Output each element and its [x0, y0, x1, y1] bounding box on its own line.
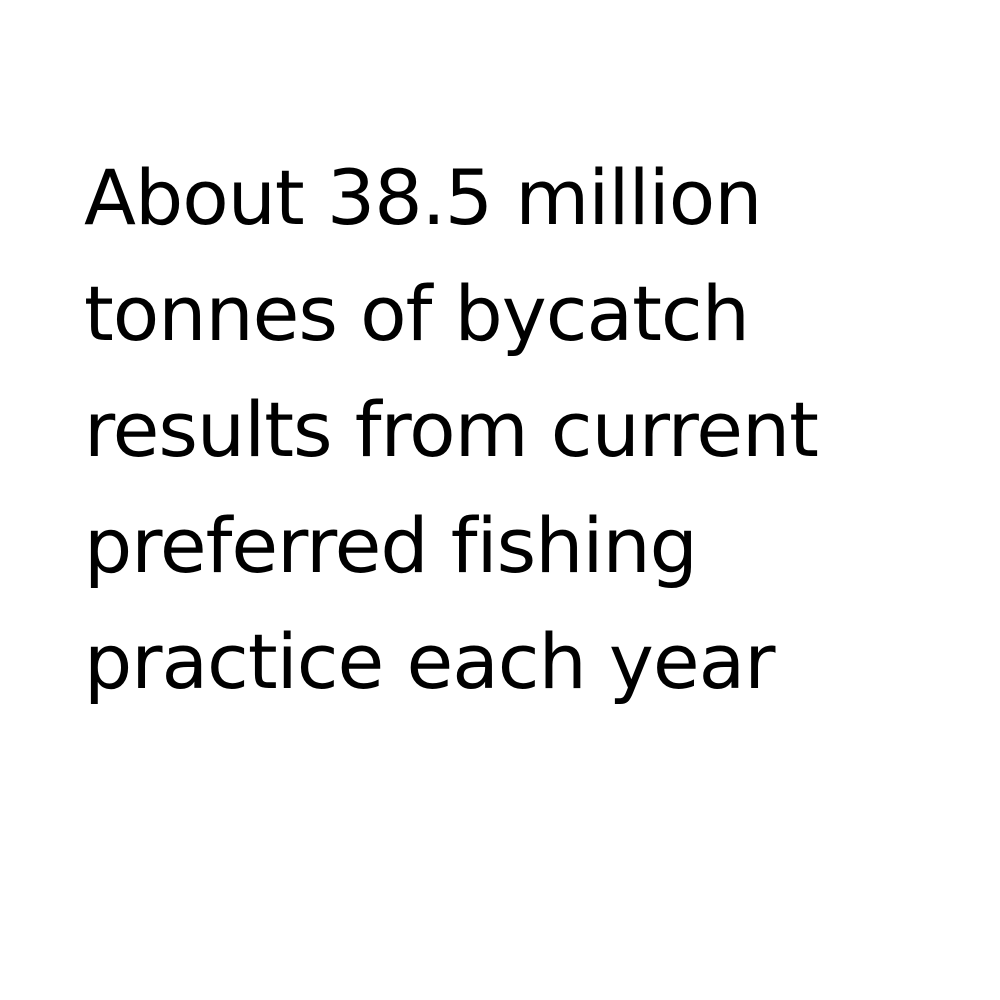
- statement-line-2: tonnes of bycatch: [84, 269, 750, 358]
- statement-line-3: results from current: [84, 385, 819, 474]
- statement-line-1: About 38.5 million: [84, 153, 762, 242]
- bycatch-statement: About 38.5 million tonnes of bycatch res…: [84, 140, 984, 720]
- statement-line-5: practice each year: [84, 617, 775, 706]
- statement-line-4: preferred fishing: [84, 501, 698, 590]
